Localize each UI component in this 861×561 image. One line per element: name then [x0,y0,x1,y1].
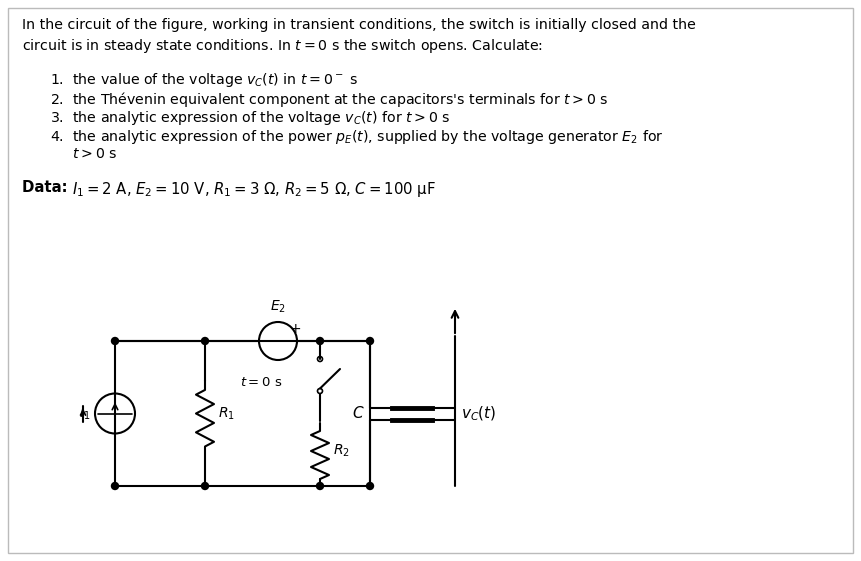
Circle shape [316,482,323,490]
Text: $I_1$: $I_1$ [78,405,90,422]
Text: 1.  the value of the voltage $v_C(t)$ in $t = 0^-$ s: 1. the value of the voltage $v_C(t)$ in … [50,71,357,89]
Text: $t > 0$ s: $t > 0$ s [50,147,117,161]
Text: In the circuit of the figure, working in transient conditions, the switch is ini: In the circuit of the figure, working in… [22,18,695,32]
Circle shape [366,338,373,344]
Text: $E_2$: $E_2$ [269,298,286,315]
Text: 2.  the Thévenin equivalent component at the capacitors's terminals for $t > 0$ : 2. the Thévenin equivalent component at … [50,90,608,109]
Text: 3.  the analytic expression of the voltage $v_C(t)$ for $t > 0$ s: 3. the analytic expression of the voltag… [50,109,450,127]
Text: $C$: $C$ [352,406,364,421]
Text: 4.  the analytic expression of the power $p_E(t)$, supplied by the voltage gener: 4. the analytic expression of the power … [50,128,663,146]
Text: $v_C(t)$: $v_C(t)$ [461,404,496,422]
Circle shape [201,482,208,490]
Circle shape [111,482,118,490]
Circle shape [111,338,118,344]
Circle shape [201,338,208,344]
Circle shape [366,482,373,490]
Text: $R_1$: $R_1$ [218,405,234,422]
Text: $I_1 = 2$ A, $E_2 = 10$ V, $R_1 = 3$ Ω, $R_2 = 5$ Ω, $C = 100$ μF: $I_1 = 2$ A, $E_2 = 10$ V, $R_1 = 3$ Ω, … [72,180,436,199]
Text: circuit is in steady state conditions. In $t = 0$ s the switch opens. Calculate:: circuit is in steady state conditions. I… [22,37,542,55]
Text: $t = 0$ s: $t = 0$ s [239,376,282,389]
Text: Data:: Data: [22,180,72,195]
Text: +: + [288,322,300,336]
Circle shape [316,338,323,344]
Text: $R_2$: $R_2$ [332,443,350,459]
